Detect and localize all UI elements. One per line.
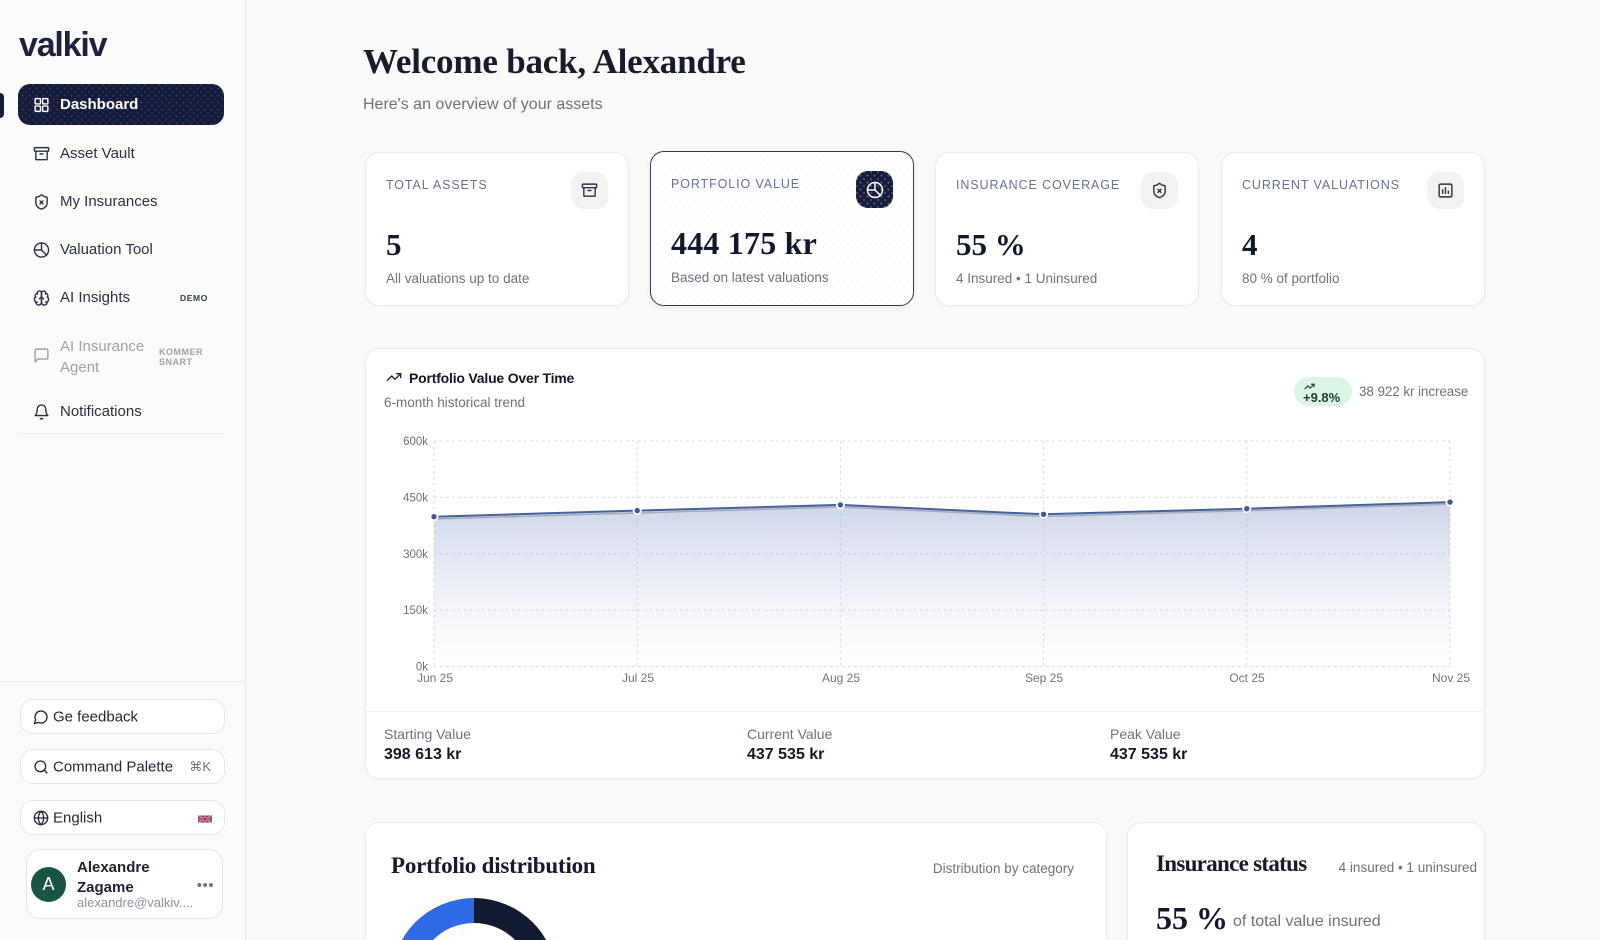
svg-text:Sep 25: Sep 25: [1025, 671, 1063, 685]
svg-text:Nov 25: Nov 25: [1432, 671, 1470, 685]
svg-text:Oct 25: Oct 25: [1229, 671, 1265, 685]
svg-text:0k: 0k: [416, 662, 428, 674]
svg-text:150k: 150k: [403, 605, 428, 617]
svg-text:300k: 300k: [403, 549, 428, 561]
svg-text:Jul 25: Jul 25: [622, 671, 654, 685]
svg-text:450k: 450k: [403, 492, 428, 504]
svg-text:600k: 600k: [403, 436, 428, 448]
svg-text:Aug 25: Aug 25: [822, 671, 860, 685]
svg-text:Jun 25: Jun 25: [417, 671, 453, 685]
